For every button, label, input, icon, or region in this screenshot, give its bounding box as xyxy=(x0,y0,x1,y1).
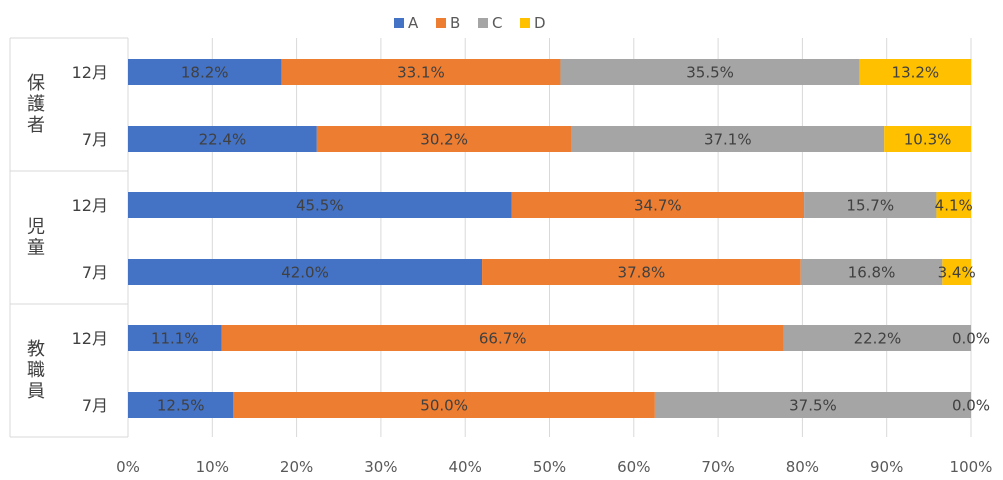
gridlines xyxy=(127,38,972,437)
data-label-a: 42.0% xyxy=(281,264,329,282)
data-label-c: 37.5% xyxy=(789,397,837,415)
legend-swatch-b xyxy=(436,18,446,28)
bar-b xyxy=(281,59,561,85)
bar-c xyxy=(783,325,971,351)
bar-b xyxy=(511,192,805,218)
bar-a xyxy=(128,259,483,285)
bar-a xyxy=(128,59,282,85)
group-label-char: 護 xyxy=(27,94,45,115)
group-label-char: 者 xyxy=(27,115,45,136)
category-label: 12月 xyxy=(72,63,108,82)
legend-swatch-a xyxy=(394,18,404,28)
data-label-c: 35.5% xyxy=(686,64,734,82)
x-tick-label: 50% xyxy=(533,458,566,476)
bar-a xyxy=(128,392,234,418)
group-label-char: 保 xyxy=(27,73,45,94)
legend-swatch-c xyxy=(478,18,488,28)
legend-label-b: B xyxy=(450,14,460,32)
data-label-c: 16.8% xyxy=(848,264,896,282)
data-labels-group: 18.2% 33.1% 35.5% 13.2% 22.4% 30.2% 37.1% 10.3%… xyxy=(151,64,990,415)
x-tick-label: 70% xyxy=(701,458,734,476)
bar-c xyxy=(571,126,885,152)
data-label-d: 0.0% xyxy=(952,330,990,348)
group-label: 児童 xyxy=(27,217,45,259)
bar-b xyxy=(316,126,572,152)
data-label-b: 37.8% xyxy=(618,264,666,282)
x-tick-label: 30% xyxy=(364,458,397,476)
data-label-d: 0.0% xyxy=(952,397,990,415)
data-label-b: 66.7% xyxy=(479,330,527,348)
data-label-d: 3.4% xyxy=(938,264,976,282)
data-label-a: 12.5% xyxy=(157,397,205,415)
data-label-a: 22.4% xyxy=(199,131,247,149)
legend-label-a: A xyxy=(408,14,419,32)
bar-c xyxy=(654,392,971,418)
data-label-c: 37.1% xyxy=(704,131,752,149)
group-label-char: 児 xyxy=(27,217,45,238)
category-label: 12月 xyxy=(72,329,108,348)
bar-b xyxy=(221,325,784,351)
legend: A B C D xyxy=(394,14,546,32)
bar-a xyxy=(128,325,222,351)
data-label-a: 11.1% xyxy=(151,330,199,348)
bar-d xyxy=(859,59,971,85)
bar-c xyxy=(800,259,943,285)
group-label: 教職員 xyxy=(27,339,45,402)
data-label-b: 30.2% xyxy=(420,131,468,149)
x-tick-label: 80% xyxy=(786,458,819,476)
bar-a xyxy=(128,126,317,152)
data-label-b: 33.1% xyxy=(397,64,445,82)
data-label-d: 4.1% xyxy=(935,197,973,215)
data-label-a: 18.2% xyxy=(181,64,229,82)
bar-b xyxy=(233,392,655,418)
category-label: 7月 xyxy=(82,130,108,149)
bar-d xyxy=(884,126,971,152)
data-label-a: 45.5% xyxy=(296,197,344,215)
legend-label-d: D xyxy=(534,14,546,32)
category-label: 7月 xyxy=(82,396,108,415)
x-tick-label: 20% xyxy=(280,458,313,476)
data-label-b: 50.0% xyxy=(420,397,468,415)
category-axis-frame xyxy=(9,37,129,438)
data-label-c: 22.2% xyxy=(854,330,902,348)
bar-c xyxy=(804,192,937,218)
data-label-c: 15.7% xyxy=(846,197,894,215)
bar-d xyxy=(942,259,971,285)
group-label: 保護者 xyxy=(27,73,45,136)
x-tick-label: 40% xyxy=(449,458,482,476)
x-axis-tick-labels: 0% 10% 20% 30% 40% 50% 60% 70% 80% 90% 100% xyxy=(116,458,992,476)
group-label-char: 教 xyxy=(27,339,45,360)
legend-swatch-d xyxy=(520,18,530,28)
data-label-b: 34.7% xyxy=(634,197,682,215)
data-label-d: 10.3% xyxy=(904,131,952,149)
x-tick-label: 60% xyxy=(617,458,650,476)
group-label-char: 員 xyxy=(27,381,45,402)
x-tick-label: 0% xyxy=(116,458,140,476)
group-label-char: 職 xyxy=(27,360,45,381)
x-tick-label: 10% xyxy=(196,458,229,476)
category-label: 12月 xyxy=(72,196,108,215)
bar-a xyxy=(128,192,512,218)
bar-c xyxy=(560,59,860,85)
category-labels: 12月 7月 12月 7月 12月 7月 xyxy=(72,63,108,415)
group-label-char: 童 xyxy=(27,238,45,259)
x-tick-label: 100% xyxy=(950,458,993,476)
x-tick-label: 90% xyxy=(870,458,903,476)
bar-b xyxy=(482,259,801,285)
category-label: 7月 xyxy=(82,263,108,282)
legend-label-c: C xyxy=(492,14,502,32)
data-label-d: 13.2% xyxy=(892,64,940,82)
bar-d xyxy=(936,192,971,218)
bar-series-group xyxy=(128,59,971,418)
